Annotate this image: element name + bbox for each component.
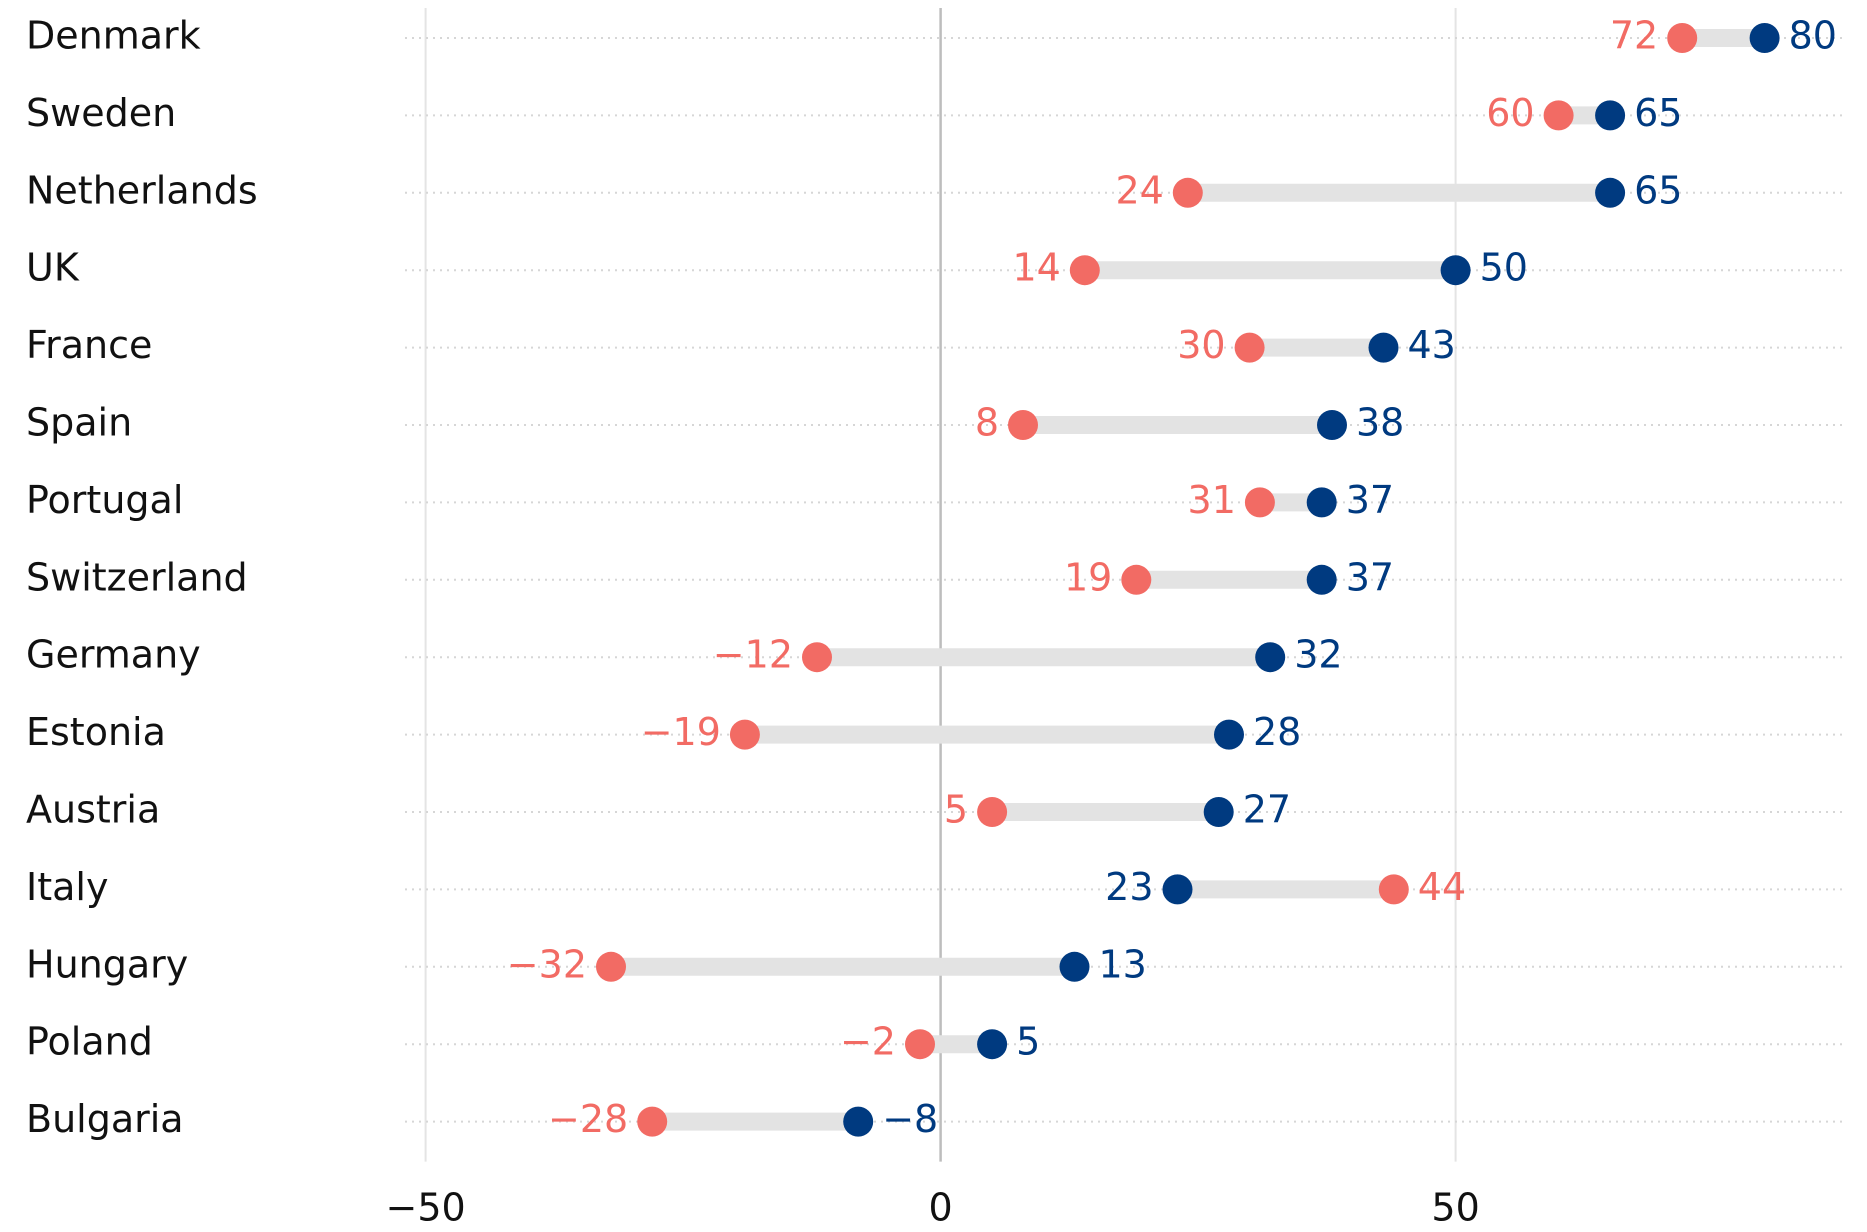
category-label: Estonia	[26, 710, 166, 754]
value-label: 72	[1610, 14, 1658, 58]
category-label: Denmark	[26, 14, 201, 58]
x-tick-label: 50	[1431, 1186, 1479, 1230]
dot	[1749, 23, 1780, 53]
value-label: 8	[975, 401, 999, 445]
dot	[1162, 874, 1193, 905]
category-label: Spain	[26, 401, 132, 445]
dot	[843, 1106, 874, 1137]
category-label: Bulgaria	[26, 1097, 184, 1141]
category-label: Italy	[26, 865, 108, 909]
dot	[1214, 719, 1244, 750]
dot	[1255, 642, 1286, 673]
dot	[637, 1106, 668, 1137]
dot	[1059, 951, 1090, 982]
category-label: Austria	[26, 788, 160, 832]
dot	[1595, 177, 1626, 208]
value-label: 37	[1346, 555, 1394, 599]
value-label: 43	[1408, 323, 1456, 367]
value-label: −32	[507, 942, 587, 986]
value-label: 19	[1064, 555, 1112, 599]
x-tick-label: −50	[385, 1186, 465, 1230]
value-label: 13	[1099, 942, 1147, 986]
dot	[1543, 100, 1574, 131]
value-label: 60	[1486, 91, 1534, 135]
dot	[596, 951, 626, 982]
dot	[1595, 100, 1626, 131]
value-label: 32	[1294, 633, 1342, 677]
dot	[977, 797, 1008, 827]
value-label: 38	[1356, 401, 1404, 445]
dot	[1378, 874, 1409, 905]
dot	[1172, 177, 1203, 208]
dot	[1121, 564, 1152, 595]
dot	[977, 1029, 1008, 1060]
category-label: Switzerland	[26, 555, 248, 599]
value-label: 44	[1418, 865, 1466, 909]
dot	[1667, 23, 1698, 53]
dot	[1069, 255, 1100, 286]
dot	[1203, 797, 1234, 827]
dot	[1306, 564, 1337, 595]
value-label: 31	[1188, 478, 1236, 522]
value-label: 14	[1012, 246, 1060, 290]
dot	[1306, 487, 1337, 518]
dot	[729, 719, 760, 750]
value-label: −19	[641, 710, 721, 754]
value-label: 37	[1346, 478, 1394, 522]
value-label: −8	[882, 1097, 938, 1141]
value-label: −2	[840, 1020, 896, 1064]
value-label: 27	[1243, 788, 1291, 832]
category-label: Sweden	[26, 91, 176, 135]
value-label: 80	[1789, 14, 1837, 58]
category-label: France	[26, 323, 152, 367]
dot	[1440, 255, 1471, 286]
value-label: −28	[548, 1097, 628, 1141]
value-label: 5	[1016, 1020, 1040, 1064]
dot	[1234, 332, 1265, 363]
value-label: 28	[1253, 710, 1301, 754]
value-label: 65	[1634, 91, 1682, 135]
value-label: 5	[944, 788, 968, 832]
dot	[802, 642, 832, 673]
dot	[1368, 332, 1399, 363]
category-label: Germany	[26, 633, 201, 677]
category-label: Hungary	[26, 942, 188, 986]
value-label: −12	[713, 633, 793, 677]
dot	[905, 1029, 935, 1060]
category-label: Poland	[26, 1020, 153, 1064]
value-label: 50	[1480, 246, 1528, 290]
category-label: Netherlands	[26, 168, 258, 212]
category-label: Portugal	[26, 478, 183, 522]
x-tick-label: 0	[929, 1186, 953, 1230]
value-label: 30	[1177, 323, 1225, 367]
dot	[1317, 410, 1347, 440]
dot	[1008, 410, 1038, 440]
value-label: 23	[1105, 865, 1153, 909]
dot	[1244, 487, 1275, 518]
value-label: 24	[1115, 168, 1163, 212]
value-label: 65	[1634, 168, 1682, 212]
category-label: UK	[26, 246, 80, 290]
